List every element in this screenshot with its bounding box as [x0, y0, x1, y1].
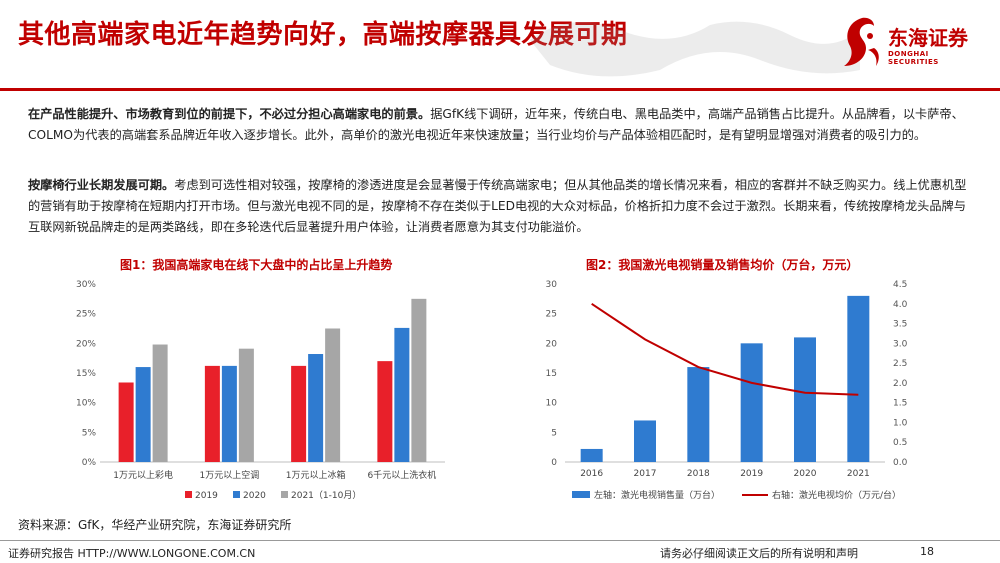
company-logo: 东海证券 DONGHAI SECURITIES: [840, 14, 980, 74]
chart2-bar-2019: [740, 343, 763, 462]
paragraph-2: 按摩椅行业长期发展可期。考虑到可选性相对较强，按摩椅的渗透进度是会显著慢于传统高…: [28, 175, 972, 238]
chart1-bar-2020-1: [221, 365, 237, 462]
chart1-legend-label: 2019: [195, 491, 218, 501]
chart2-right-tick-label: 0.0: [893, 458, 908, 468]
chart1-high-end-appliance-share: 0% 5% 10% 15% 20% 25% 30% 1万元以上彩电 1万元以上空调 1万元以上冰箱…: [76, 280, 445, 501]
chart2-price-line: [591, 302, 859, 396]
paragraph-1-text: 据GfK线下调研，近年来，传统白电、黑电品类中，高端产品销售占比提升。从品牌看，…: [28, 107, 964, 142]
paragraph-2-lead: 按摩椅行业长期发展可期。: [28, 178, 175, 192]
chart1-y-tick-label: 10%: [76, 399, 96, 409]
chart2-bar-2020: [794, 337, 816, 462]
footer-disclaimer: 请务必仔细阅读正文后的所有说明和声明: [660, 547, 858, 560]
chart2-legend-line-label: 右轴：激光电视均价（万元/台）: [772, 489, 901, 501]
chart2-right-tick-label: 0.5: [893, 438, 907, 448]
chart1-bar-2019-1: [204, 365, 220, 462]
world-map-watermark: [530, 21, 860, 77]
dragon-emblem-icon: [844, 17, 879, 66]
footer-divider: [0, 540, 1000, 541]
chart2-bar-2016: [580, 448, 603, 462]
chart1-legend-label: 2020: [243, 491, 266, 501]
chart2-left-tick-label: 15: [546, 369, 557, 379]
chart1-y-tick-label: 25%: [76, 310, 96, 320]
paragraph-1-lead: 在产品性能提升、市场教育到位的前提下，不必过分担心高端家电的前景。: [28, 107, 431, 121]
chart2-title: 图2：我国激光电视销量及销售均价（万台，万元）: [586, 258, 859, 272]
chart2-bar-2021: [847, 295, 870, 462]
chart2-legend-bar-label: 左轴：激光电视销售量（万台）: [594, 489, 720, 501]
chart2-left-tick-label: 0: [551, 458, 557, 468]
chart1-x-tick-label: 1万元以上冰箱: [286, 469, 346, 481]
chart2-x-tick-label: 2019: [740, 469, 763, 479]
chart2-left-tick-label: 10: [546, 399, 558, 409]
chart2-left-tick-label: 25: [546, 310, 557, 320]
chart2-bar-2017: [634, 420, 656, 462]
chart1-bar-2020-2: [308, 354, 324, 462]
logo-name: 东海证券: [888, 26, 968, 50]
logo-english-name: DONGHAI SECURITIES: [888, 50, 939, 66]
chart2-x-tick-label: 2018: [687, 469, 710, 479]
footer-website: 证券研究报告 HTTP://WWW.LONGONE.COM.CN: [8, 547, 256, 560]
chart1-title: 图1：我国高端家电在线下大盘中的占比呈上升趋势: [120, 258, 393, 272]
chart2-right-tick-label: 1.0: [893, 418, 908, 428]
chart1-y-tick-label: 30%: [76, 280, 96, 290]
chart1-legend-label: 2021（1-10月）: [291, 490, 361, 501]
chart1-legend-swatch: [281, 491, 288, 498]
chart1-bar-2019-3: [377, 361, 393, 462]
chart2-laser-tv-sales: 0 5 10 15 20 25 30 0.0 0.5 1.0 1.5 2.0 2.5 3.0 3.5 4.0 4…: [546, 280, 908, 501]
chart1-y-tick-label: 15%: [76, 369, 96, 379]
chart2-right-tick-label: 2.5: [893, 359, 907, 369]
chart1-bar-2020-3: [394, 327, 410, 462]
chart2-left-tick-label: 20: [546, 339, 558, 349]
chart1-bar-2019-0: [118, 382, 134, 462]
paragraph-2-text: 考虑到可选性相对较强，按摩椅的渗透进度是会显著慢于传统高端家电；但从其他品类的增…: [28, 178, 967, 234]
chart2-right-tick-label: 4.0: [893, 300, 908, 310]
chart1-bar-2019-2: [291, 365, 307, 462]
chart1-legend-swatch: [233, 491, 240, 498]
chart2-legend-bar-swatch: [572, 491, 590, 498]
page-title: 其他高端家电近年趋势向好，高端按摩器具发展可期: [18, 20, 628, 50]
chart1-x-tick-label: 6千元以上洗衣机: [368, 469, 437, 481]
chart1-bar-2021110-0: [152, 344, 168, 462]
source-note: 资料来源：GfK，华经产业研究院，东海证券研究所: [18, 518, 292, 532]
chart1-y-tick-label: 20%: [76, 339, 96, 349]
chart2-left-tick-label: 30: [546, 280, 558, 290]
chart2-right-tick-label: 3.0: [893, 339, 908, 349]
paragraph-1: 在产品性能提升、市场教育到位的前提下，不必过分担心高端家电的前景。据GfK线下调…: [28, 104, 972, 146]
chart1-x-tick-label: 1万元以上彩电: [113, 469, 173, 481]
chart2-right-tick-label: 1.5: [893, 399, 907, 409]
chart1-bar-2021110-3: [411, 298, 427, 462]
chart2-right-tick-label: 4.5: [893, 280, 907, 290]
chart2-x-tick-label: 2020: [794, 469, 817, 479]
chart2-bar-2018: [687, 367, 710, 462]
chart2-x-tick-label: 2021: [847, 469, 870, 479]
chart1-bar-2020-0: [135, 367, 151, 462]
chart1-y-tick-label: 5%: [82, 428, 97, 438]
chart2-right-tick-label: 2.0: [893, 379, 908, 389]
chart1-bar-2021110-2: [325, 328, 341, 462]
header-divider: [0, 88, 1000, 91]
chart1-bar-2021110-1: [238, 348, 254, 462]
page-number: 18: [920, 545, 934, 558]
chart1-legend-swatch: [185, 491, 192, 498]
chart2-x-tick-label: 2016: [580, 469, 603, 479]
chart2-right-tick-label: 3.5: [893, 320, 907, 330]
chart1-y-tick-label: 0%: [82, 458, 97, 468]
chart2-left-tick-label: 5: [551, 428, 557, 438]
chart1-x-tick-label: 1万元以上空调: [200, 469, 260, 481]
chart2-x-tick-label: 2017: [634, 469, 657, 479]
